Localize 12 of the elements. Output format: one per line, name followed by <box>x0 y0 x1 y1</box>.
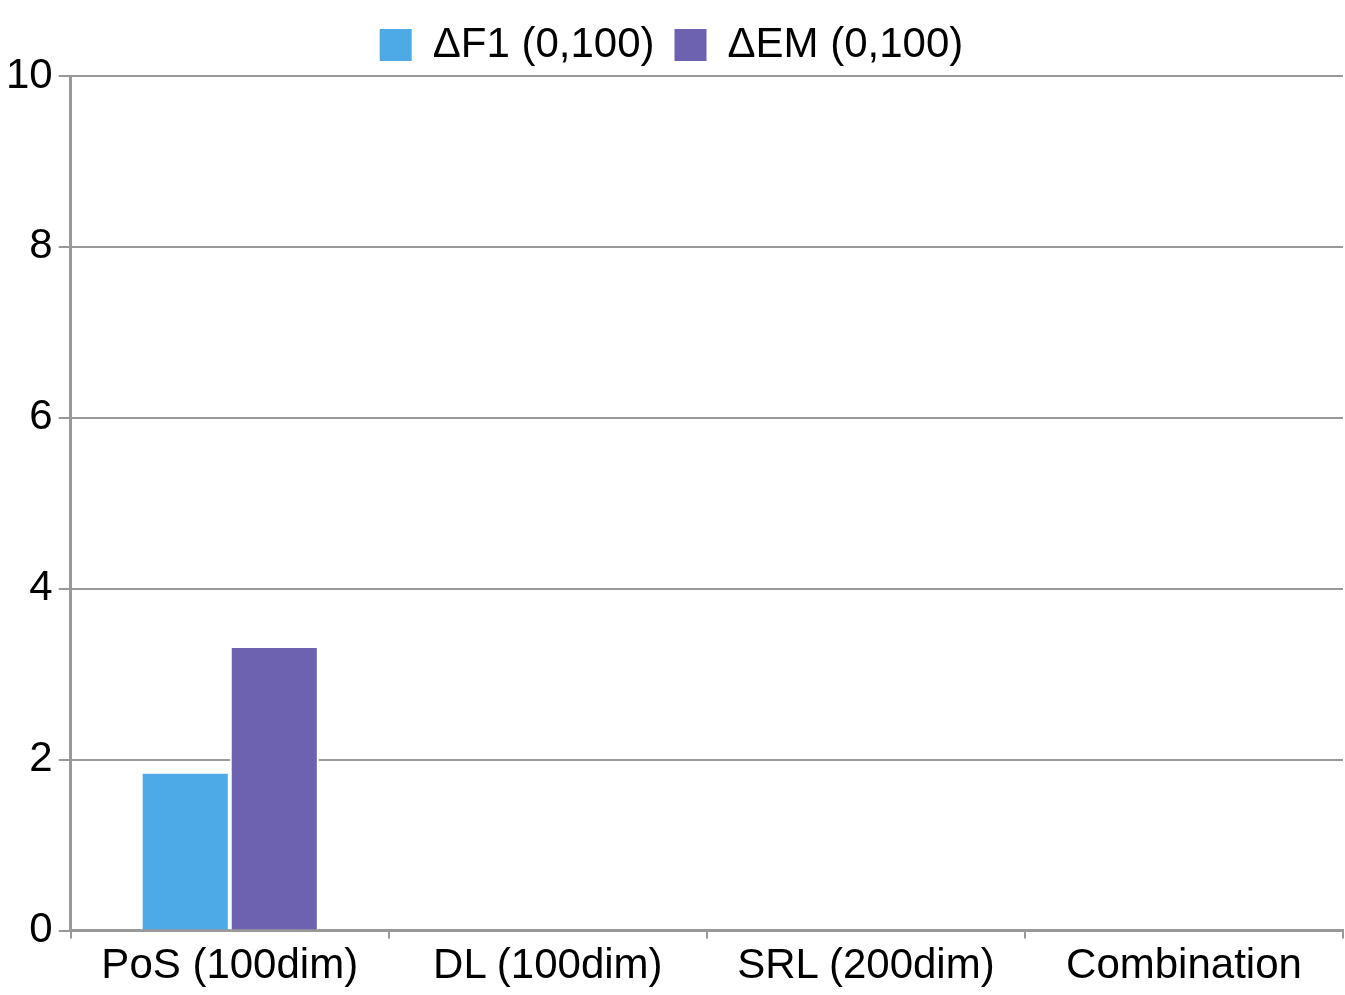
y-tick-label: 8 <box>29 220 53 268</box>
x-tick-label: DL (100dim) <box>433 940 663 988</box>
y-tick-label: 2 <box>29 733 53 781</box>
legend-label: ΔEM (0,100) <box>727 18 964 66</box>
y-tick-label: 0 <box>29 904 53 952</box>
y-tick-label: 6 <box>29 391 53 439</box>
legend-label: ΔF1 (0,100) <box>432 18 655 66</box>
x-tick-label: SRL (200dim) <box>737 940 995 988</box>
x-tick-label: Combination <box>1066 940 1302 988</box>
y-tick-label: 10 <box>6 49 53 97</box>
x-tick-label: PoS (100dim) <box>101 940 359 988</box>
y-tick-label: 4 <box>29 562 53 610</box>
